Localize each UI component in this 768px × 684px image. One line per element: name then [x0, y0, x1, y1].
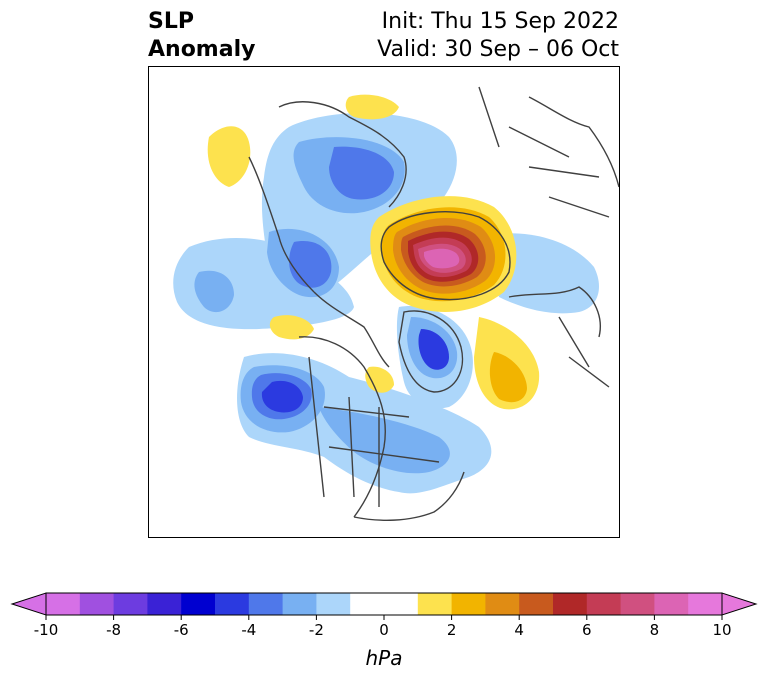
colorbar-tick-label: -6 [174, 621, 189, 639]
colorbar-tick-label: 6 [582, 621, 592, 639]
colorbar-swatch [384, 593, 419, 615]
colorbar-tick-label: 4 [514, 621, 524, 639]
colorbar-extend-min [10, 592, 47, 616]
colorbar-svg: -10 -8 -6 -4 -2 0 2 4 6 8 10 [10, 592, 758, 639]
title-field: SLP [148, 9, 194, 34]
colorbar-tick-label: 8 [650, 621, 660, 639]
colorbar-tick-label: 2 [447, 621, 457, 639]
colorbar-extend-max [721, 592, 758, 616]
colorbar-swatch [316, 593, 351, 615]
colorbar-swatch [282, 593, 317, 615]
colorbar-tick-label: -2 [309, 621, 324, 639]
colorbar-swatch [248, 593, 284, 615]
colorbar-swatch [553, 593, 588, 615]
colorbar-swatch [586, 593, 622, 615]
colorbar-swatch [215, 593, 250, 615]
coastlines [248, 86, 619, 521]
colorbar-swatch [451, 593, 486, 615]
title-field-line2: Anomaly [148, 37, 256, 62]
colorbar-swatch [350, 593, 385, 615]
colorbar-tick-label: -4 [241, 621, 256, 639]
valid-range: Valid: 30 Sep – 06 Oct [377, 37, 619, 62]
pos-region-alaska-west [207, 126, 251, 187]
colorbar-swatch [417, 593, 453, 615]
colorbar-tick-label: 0 [379, 621, 389, 639]
colorbar-swatch [147, 593, 182, 615]
colorbar-swatch [485, 593, 520, 615]
colorbar-swatch [620, 593, 655, 615]
colorbar-unit: hPa [365, 646, 403, 670]
init-date: Init: Thu 15 Sep 2022 [381, 9, 619, 34]
colorbar-tick-label: 10 [712, 621, 731, 639]
colorbar-swatch [46, 593, 81, 615]
colorbar: -10 -8 -6 -4 -2 0 2 4 6 8 10 [0, 580, 768, 684]
colorbar-tick-label: -10 [34, 621, 59, 639]
title-right: Init: Thu 15 Sep 2022 Valid: 30 Sep – 06… [377, 8, 619, 64]
colorbar-swatch [113, 593, 148, 615]
anomaly-map [149, 67, 619, 537]
colorbar-swatch [79, 593, 115, 615]
colorbar-swatch [519, 593, 554, 615]
map-panel [148, 66, 620, 538]
colorbar-swatch [654, 593, 689, 615]
title-left: SLP Anomaly [148, 8, 255, 64]
colorbar-swatch [181, 593, 216, 615]
colorbar-tick-label: -8 [106, 621, 121, 639]
colorbar-swatch [688, 593, 723, 615]
